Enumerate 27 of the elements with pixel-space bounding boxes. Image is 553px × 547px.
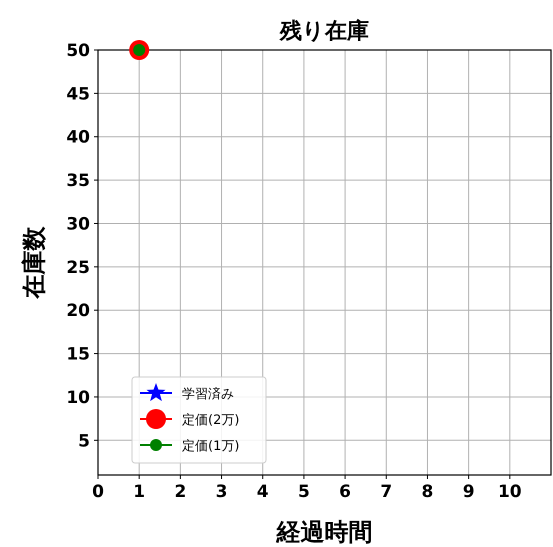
y-tick-label: 20 bbox=[66, 301, 90, 322]
x-tick-label: 6 bbox=[339, 482, 352, 502]
y-tick-label: 5 bbox=[78, 431, 90, 452]
y-tick-label: 10 bbox=[66, 388, 90, 408]
x-tick-label: 9 bbox=[462, 482, 475, 502]
x-tick-label: 7 bbox=[380, 482, 392, 502]
y-tick-label: 30 bbox=[66, 214, 90, 234]
x-axis-title: 経過時間 bbox=[276, 518, 372, 546]
x-tick-label: 0 bbox=[92, 482, 104, 502]
x-tick-label: 10 bbox=[498, 482, 522, 502]
y-tick-label: 40 bbox=[66, 128, 90, 148]
x-tick-label: 5 bbox=[298, 482, 310, 502]
x-tick-label: 8 bbox=[422, 482, 434, 502]
y-tick-label: 25 bbox=[66, 258, 90, 278]
legend-label: 定価(1万) bbox=[182, 439, 240, 454]
legend-label: 定価(2万) bbox=[182, 413, 240, 428]
x-tick-label: 2 bbox=[174, 482, 186, 502]
y-tick-label: 15 bbox=[66, 344, 90, 365]
chart-title: 残り在庫 bbox=[279, 18, 369, 44]
legend-label: 学習済み bbox=[182, 386, 234, 402]
y-tick-label: 50 bbox=[66, 41, 90, 61]
x-tick-label: 4 bbox=[256, 482, 269, 502]
y-tick-label: 45 bbox=[66, 84, 90, 104]
y-tick-label: 35 bbox=[66, 171, 90, 192]
x-tick-label: 1 bbox=[133, 482, 146, 502]
y-axis-title: 在庫数 bbox=[20, 226, 48, 300]
x-tick-label: 3 bbox=[216, 482, 228, 502]
